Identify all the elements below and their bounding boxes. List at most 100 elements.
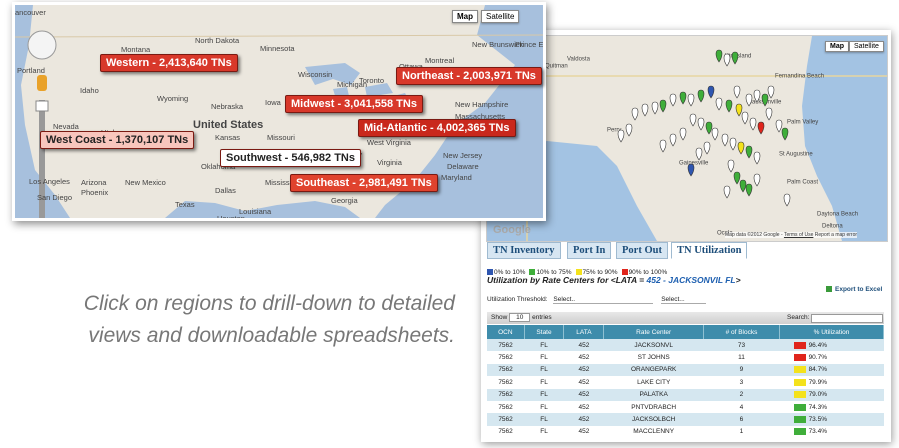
florida-map[interactable]: QuitmanValdostaKingslandFernandina Beach… (486, 35, 888, 242)
select-2[interactable]: Select... (661, 296, 707, 304)
map-pin[interactable] (753, 89, 761, 103)
map-pin[interactable] (735, 103, 743, 117)
column-header[interactable]: # of Blocks (703, 325, 781, 339)
map-pin[interactable] (697, 117, 705, 131)
map-pin[interactable] (745, 145, 753, 159)
map-pin[interactable] (733, 171, 741, 185)
map-pin[interactable] (625, 123, 633, 137)
pegman[interactable] (37, 75, 47, 91)
cell-text: 2 (739, 391, 744, 399)
map-pin[interactable] (721, 133, 729, 147)
zoom-in[interactable] (35, 100, 49, 112)
map-pin[interactable] (695, 147, 703, 161)
map-pin[interactable] (775, 119, 783, 133)
map-pin[interactable] (731, 51, 739, 65)
tab[interactable]: Port Out (616, 242, 668, 259)
cell-text: 11 (738, 354, 745, 362)
map-pin[interactable] (757, 121, 765, 135)
tab[interactable]: TN Inventory (487, 242, 561, 259)
map-pin[interactable] (727, 159, 735, 173)
tab[interactable]: TN Utilization (671, 242, 748, 259)
heading-lata[interactable]: 452 - JACKSONVIL FL (646, 275, 736, 285)
place-label: Missouri (267, 133, 295, 142)
map-pin[interactable] (745, 93, 753, 107)
satellite-button[interactable]: Satellite (481, 10, 520, 23)
map-pin[interactable] (651, 101, 659, 115)
map-pin[interactable] (711, 127, 719, 141)
region-label[interactable]: Southeast - 2,981,491 TNs (290, 174, 438, 192)
map-pin[interactable] (641, 103, 649, 117)
map-pin[interactable] (669, 133, 677, 147)
map-pin[interactable] (739, 179, 747, 193)
map-pin[interactable] (679, 127, 687, 141)
map-pin[interactable] (729, 137, 737, 151)
column-header[interactable]: LATA (563, 325, 605, 339)
column-header[interactable]: % Utilization (779, 325, 884, 339)
region-label[interactable]: Southwest - 546,982 TNs (220, 149, 361, 167)
map-pin[interactable] (723, 53, 731, 67)
map-pin[interactable] (679, 91, 687, 105)
map-pin[interactable] (689, 113, 697, 127)
report-link[interactable]: Report a map error (814, 232, 858, 238)
map-pin[interactable] (745, 183, 753, 197)
map-pin[interactable] (753, 173, 761, 187)
map-pin[interactable] (659, 139, 667, 153)
table-row: 7562 FL 452 JACKSONVL 73 96.4% (487, 339, 884, 352)
cell-text: JACKSONVL (634, 341, 673, 349)
map-pin[interactable] (715, 97, 723, 111)
page-size[interactable]: 10 (509, 313, 531, 322)
place-label: Valdosta (567, 57, 591, 63)
region-label[interactable]: Mid-Atlantic - 4,002,365 TNs (358, 119, 516, 137)
map-pin[interactable] (715, 49, 723, 63)
table-cell: PALATKA (603, 388, 704, 401)
cell-text: FL (540, 428, 548, 436)
table-cell: ORANGEPARK (603, 363, 704, 377)
show-label: Show (491, 314, 508, 321)
map-pin[interactable] (669, 93, 677, 107)
terms-link[interactable]: Terms of Use (783, 232, 814, 238)
map-pin[interactable] (783, 193, 791, 207)
map-pin[interactable] (723, 185, 731, 199)
map-pin[interactable] (767, 85, 775, 99)
map-button[interactable]: Map (452, 10, 478, 23)
map-pin[interactable] (659, 99, 667, 113)
map-pin[interactable] (697, 89, 705, 103)
map-pin[interactable] (761, 93, 769, 107)
pan-control[interactable] (27, 30, 57, 60)
map-pin[interactable] (631, 107, 639, 121)
map-pin[interactable] (765, 107, 773, 121)
map-pin[interactable] (687, 93, 695, 107)
region-label[interactable]: Western - 2,413,640 TNs (100, 54, 238, 72)
map-pin[interactable] (703, 141, 711, 155)
map-button[interactable]: Map (825, 41, 849, 52)
tab[interactable]: Port In (567, 242, 612, 259)
map-pin[interactable] (749, 117, 757, 131)
map-pin[interactable] (705, 121, 713, 135)
map-pin[interactable] (707, 85, 715, 99)
column-header[interactable]: Rate Center (603, 325, 704, 339)
map-pin[interactable] (737, 141, 745, 155)
table-cell: LAKE CITY (604, 376, 703, 388)
column-header[interactable]: State (524, 325, 565, 339)
region-label[interactable]: Northeast - 2,003,971 TNs (396, 67, 542, 85)
place-label: Fernandina Beach (775, 74, 824, 80)
legend-swatch (575, 269, 582, 276)
satellite-button[interactable]: Satellite (849, 41, 884, 52)
select-1[interactable]: Select.. (553, 296, 654, 304)
map-pin[interactable] (733, 85, 741, 99)
region-label[interactable]: Midwest - 3,041,558 TNs (285, 95, 423, 113)
map-pin[interactable] (781, 127, 789, 141)
region-label[interactable]: West Coast - 1,370,107 TNs (40, 131, 195, 149)
map-pin[interactable] (753, 151, 761, 165)
us-map[interactable]: ancouver Montana North Dakota Minnesota Wisc… (12, 2, 546, 221)
map-pin[interactable] (617, 129, 625, 143)
legend-swatch (529, 269, 536, 276)
column-header[interactable]: OCN (487, 325, 525, 339)
map-pin[interactable] (741, 111, 749, 125)
cell-text: FL (540, 416, 548, 424)
table-cell: 79.0% (779, 388, 884, 401)
map-pin[interactable] (687, 163, 695, 177)
map-pin[interactable] (725, 99, 733, 113)
export-link[interactable]: Export to Excel (826, 286, 882, 293)
search-box[interactable] (811, 314, 883, 323)
